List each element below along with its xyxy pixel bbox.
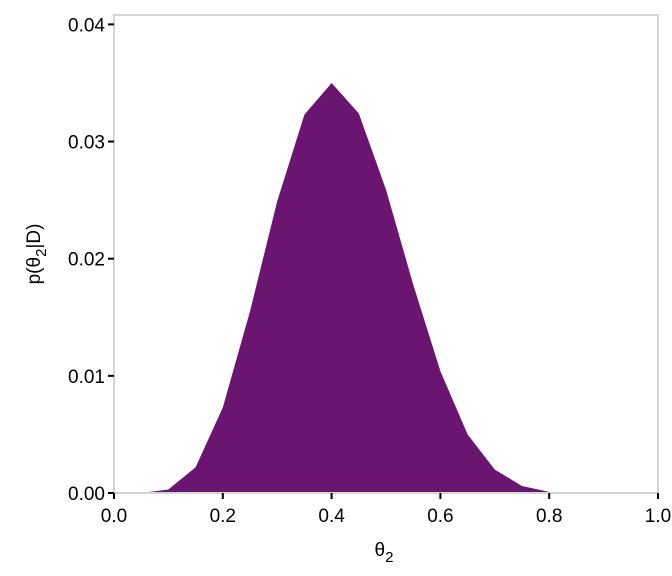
x-tick-label: 0.6 <box>427 506 453 527</box>
y-label-sub: 2 <box>33 249 50 257</box>
x-tick-label: 0.4 <box>318 506 345 527</box>
x-tick-label: 0.0 <box>101 506 127 527</box>
y-axis-label: p(θ2|D) <box>24 224 50 285</box>
y-tick-label: 0.04 <box>68 15 105 36</box>
x-tick-label: 0.2 <box>210 506 236 527</box>
y-label-post: |D) <box>24 224 45 249</box>
x-axis-label: θ2 <box>375 540 394 566</box>
panel-border <box>113 14 659 493</box>
y-label-pre: p(θ <box>24 257 45 284</box>
x-label-sub: 2 <box>385 549 393 566</box>
y-tick-label: 0.02 <box>68 250 105 271</box>
x-label-base: θ <box>375 540 386 561</box>
y-tick-label: 0.03 <box>68 133 105 154</box>
y-tick-label: 0.01 <box>68 367 105 388</box>
x-tick-label: 0.8 <box>536 506 562 527</box>
y-tick-label: 0.00 <box>68 484 105 505</box>
x-tick-label: 1.0 <box>645 506 671 527</box>
area <box>114 82 658 493</box>
